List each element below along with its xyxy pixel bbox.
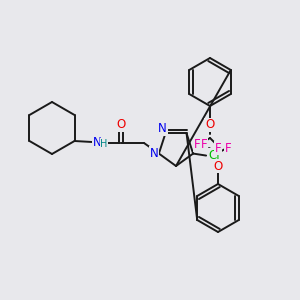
Text: F: F bbox=[225, 142, 231, 154]
Text: Cl: Cl bbox=[208, 149, 220, 162]
Text: N: N bbox=[93, 136, 101, 149]
Text: F: F bbox=[194, 139, 200, 152]
Text: F: F bbox=[201, 139, 207, 152]
Text: H: H bbox=[100, 139, 108, 149]
Text: O: O bbox=[213, 160, 223, 172]
Text: N: N bbox=[149, 147, 158, 160]
Text: F: F bbox=[215, 142, 221, 154]
Text: O: O bbox=[206, 118, 214, 131]
Text: N: N bbox=[158, 122, 167, 135]
Text: O: O bbox=[116, 118, 126, 131]
